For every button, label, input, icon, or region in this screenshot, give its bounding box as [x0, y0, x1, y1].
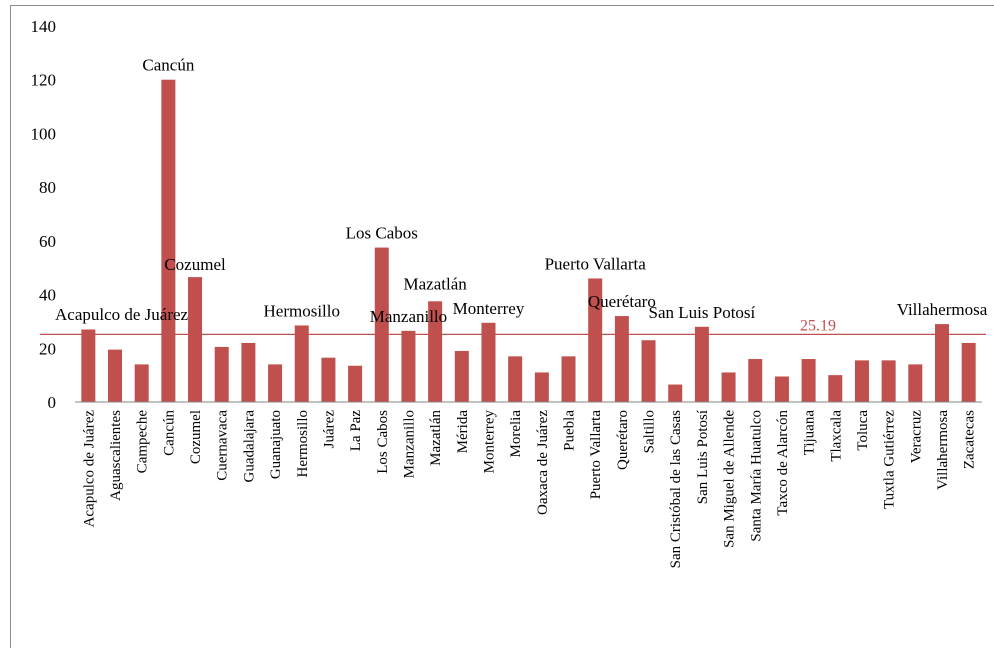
x-tick-label: Santa María Huatulco [748, 410, 764, 542]
x-tick-label: Juárez [321, 410, 337, 449]
x-tick-label: Toluca [855, 410, 871, 451]
bar [401, 330, 416, 402]
bar-annotations: Acapulco de Juárez Cancún Cozumel Hermosill… [55, 56, 988, 326]
bar [428, 301, 443, 402]
x-tick-label: La Paz [348, 410, 364, 452]
x-tick-label: Morelia [508, 410, 524, 458]
bar [774, 376, 789, 402]
x-tick-label: Querétaro [615, 410, 631, 470]
bar [348, 365, 363, 402]
x-tick-label: Oaxaca de Juárez [535, 410, 551, 515]
bar [374, 247, 389, 402]
bar [241, 342, 256, 402]
bar-annotation: Puerto Vallarta [545, 254, 647, 273]
x-tick-label: San Luis Potosí [695, 410, 711, 504]
bar [161, 79, 176, 402]
bar-annotation: Cozumel [164, 255, 226, 274]
bar [588, 278, 603, 402]
bar [961, 342, 976, 402]
bar [854, 360, 869, 402]
bar [934, 324, 949, 402]
bar-annotation: Mazatlán [404, 274, 468, 293]
bar-annotation: Monterrey [453, 299, 525, 318]
bar-annotation: Cancún [142, 56, 194, 75]
bar [908, 364, 923, 402]
bar [481, 322, 496, 402]
bar [294, 325, 309, 402]
x-tick-label: Hermosillo [295, 410, 311, 478]
y-tick-label: 120 [31, 71, 57, 90]
x-tick-label: San Miguel de Allende [722, 410, 738, 548]
x-tick-label: Tuxtla Gutiérrez [882, 410, 898, 509]
x-tick-label: Taxco de Alarcón [775, 410, 791, 516]
x-tick-label: Tlaxcala [828, 410, 844, 462]
x-tick-label: Saltillo [642, 410, 658, 453]
x-tick-label: San Cristóbal de las Casas [668, 410, 684, 568]
y-tick-label: 140 [31, 17, 57, 36]
x-tick-label: Campeche [135, 410, 151, 474]
x-tick-label: Monterrey [481, 410, 497, 474]
bar [321, 357, 336, 402]
bar [828, 375, 843, 402]
x-tick-label: Puerto Vallarta [588, 410, 604, 500]
x-axis: Acapulco de Juárez Aguascalientes Campeche… [75, 401, 982, 568]
bar-annotation: Hermosillo [264, 301, 341, 320]
y-tick-label: 80 [39, 178, 56, 197]
bar [534, 372, 549, 402]
x-tick-label: Acapulco de Juárez [81, 410, 97, 528]
bar-annotation: Villahermosa [897, 300, 988, 319]
bar [214, 346, 229, 402]
bar [641, 340, 656, 402]
x-tick-label: Manzanillo [401, 410, 417, 478]
bar-annotation: Querétaro [588, 292, 656, 311]
x-tick-label: Cozumel [188, 410, 204, 464]
bar [748, 359, 763, 402]
chart-frame [10, 5, 994, 648]
bar [134, 364, 149, 402]
x-tick-label: Tijuana [802, 410, 818, 456]
x-tick-label: Aguascalientes [108, 410, 124, 501]
y-tick-label: 0 [48, 393, 57, 412]
reference-line-label: 25.19 [800, 317, 836, 334]
bar-annotation: Manzanillo [370, 307, 447, 326]
y-tick-label: 60 [39, 232, 56, 251]
bar [561, 356, 576, 402]
bar [508, 356, 523, 402]
y-axis: 0 20 40 60 80 100 120 140 [31, 17, 57, 412]
bar-annotation: Los Cabos [346, 224, 418, 243]
x-tick-label: Los Cabos [375, 410, 391, 474]
x-tick-label: Cuernavaca [215, 410, 231, 481]
y-tick-label: 100 [31, 124, 57, 143]
x-tick-label: Villahermosa [935, 410, 951, 490]
bar [81, 329, 96, 402]
x-tick-label: Zacatecas [962, 410, 978, 469]
x-tick-label: Mérida [455, 410, 471, 454]
bar [721, 372, 736, 402]
bar [454, 350, 469, 402]
x-tick-label: Guanajuato [268, 410, 284, 479]
bar [108, 349, 123, 402]
bar [694, 326, 709, 402]
bar [188, 277, 203, 402]
bar [668, 384, 683, 402]
x-tick-label: Mazatlán [428, 410, 444, 466]
x-tick-label: Cancún [161, 410, 177, 456]
bar [614, 316, 629, 402]
bar [268, 364, 283, 402]
reference-line-group: 25.19 [40, 317, 986, 335]
bar [801, 359, 816, 402]
bar-annotation: San Luis Potosí [649, 303, 756, 322]
y-tick-label: 40 [39, 286, 56, 305]
bars [81, 79, 976, 402]
bar-annotation: Acapulco de Juárez [55, 305, 189, 324]
bar [881, 360, 896, 402]
x-tick-label: Guadalajara [241, 410, 257, 483]
x-tick-label: Veracruz [908, 410, 924, 464]
x-tick-label: Puebla [562, 410, 578, 451]
y-tick-label: 20 [39, 339, 56, 358]
